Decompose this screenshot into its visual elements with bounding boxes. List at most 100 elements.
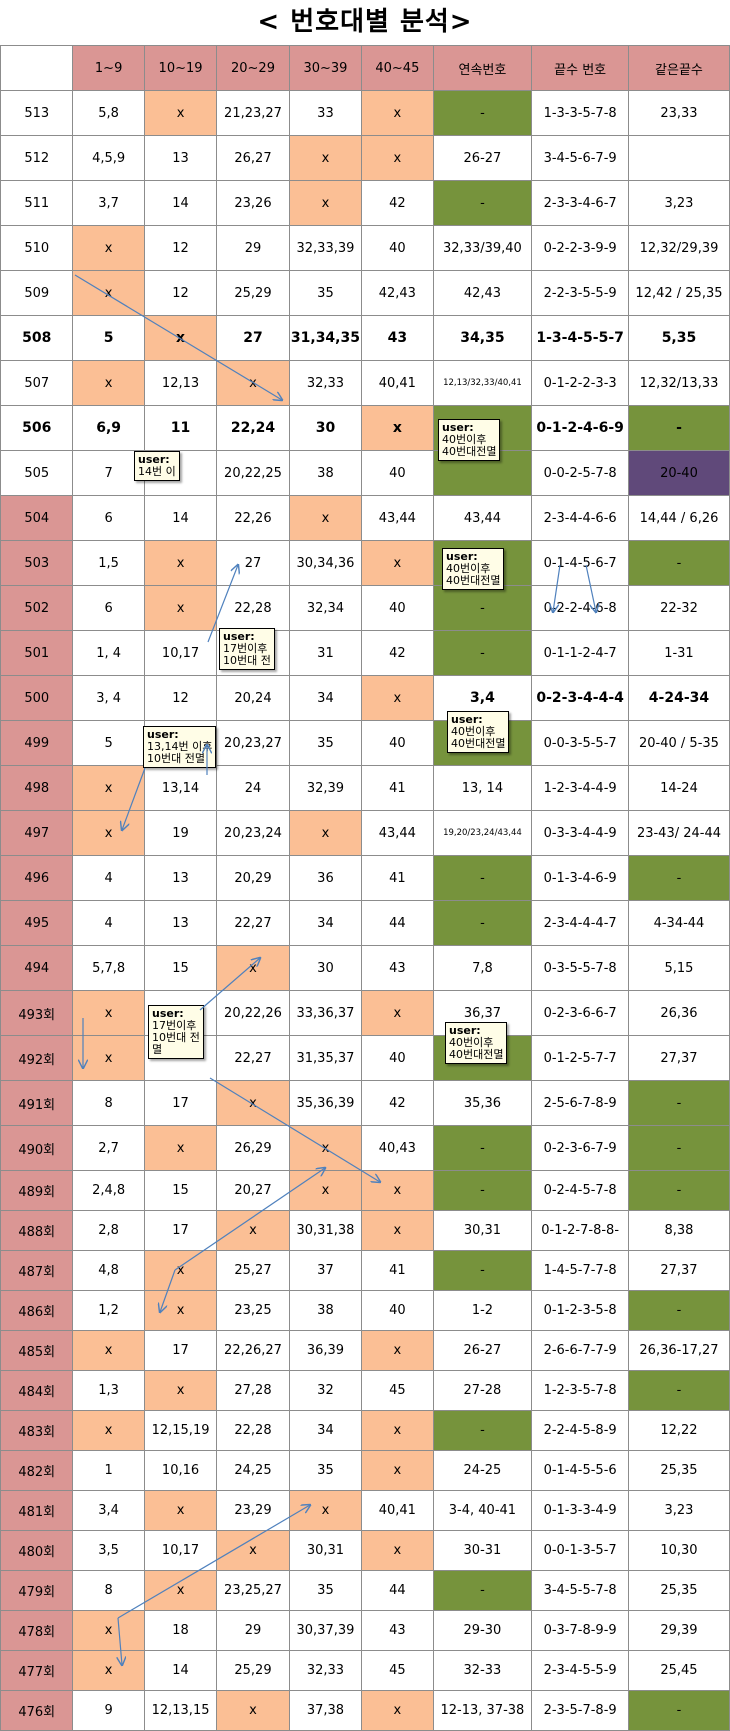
table-cell: 34 — [288, 1410, 363, 1451]
comment-note[interactable]: user: 40번이후 40번대전멸 — [447, 711, 510, 753]
table-cell: 25,45 — [627, 1650, 730, 1691]
draw-number-cell: 503 — [0, 540, 74, 586]
table-cell: 15 — [143, 945, 218, 991]
table-cell: - — [432, 1410, 533, 1451]
table-cell: 2-2-4-5-8-9 — [531, 1410, 629, 1451]
comment-note[interactable]: user: 13,14번 이후 10번대 전멸 — [143, 726, 217, 768]
table-cell: 38 — [288, 450, 363, 496]
table-cell: x — [361, 405, 434, 451]
draw-number-cell: 510 — [0, 225, 74, 271]
table-cell: x — [361, 1450, 434, 1491]
table-cell: 12-13, 37-38 — [432, 1690, 533, 1731]
table-cell: 3,4 — [72, 1490, 145, 1531]
table-cell: 25,35 — [627, 1570, 730, 1611]
table-cell: 26,29 — [216, 1125, 290, 1171]
table-cell: 42,43 — [361, 270, 434, 316]
table-cell: x — [72, 360, 145, 406]
table-cell: 45 — [361, 1370, 434, 1411]
table-cell: 38 — [288, 1290, 363, 1331]
table-cell: 32,39 — [288, 765, 363, 811]
table-cell: 2-3-5-7-8-9 — [531, 1690, 629, 1731]
table-cell: 27 — [216, 540, 290, 586]
table-cell: 29,39 — [627, 1610, 730, 1651]
table-cell: x — [288, 1490, 363, 1531]
table-cell: 1-3-4-5-5-7 — [531, 315, 629, 361]
table-row: 509 x 12 25,29 35 42,43 42,43 2-2-3-5-5-9 12,42 … — [0, 270, 730, 316]
table-cell: x — [143, 1125, 218, 1171]
table-cell: 12,22 — [627, 1410, 730, 1451]
table-cell: 1, 4 — [72, 630, 145, 676]
table-cell: x — [361, 1170, 434, 1211]
table-cell: x — [72, 1410, 145, 1451]
table-cell: 26,36-17,27 — [627, 1330, 730, 1371]
table-cell: 20-40 / 5-35 — [627, 720, 730, 766]
table-cell: 30 — [288, 945, 363, 991]
table-cell: 10,17 — [143, 630, 218, 676]
table-row: 486회 1,2 x 23,25 38 40 1-2 0-1-2-3-5-8- — [0, 1290, 730, 1331]
table-cell: - — [627, 855, 730, 901]
table-cell: 19,20/23,24/43,44 — [432, 810, 533, 856]
table-cell: 0-2-4-5-7-8 — [531, 1170, 629, 1211]
column-header: 40~45 — [361, 45, 434, 91]
table-cell: 25,29 — [216, 270, 290, 316]
table-cell: 42 — [361, 180, 434, 226]
draw-number-cell: 500 — [0, 675, 74, 721]
table-cell: x — [361, 1690, 434, 1731]
table-cell: x — [72, 990, 145, 1036]
comment-text: 13,14번 이후 — [147, 740, 213, 753]
table-cell: 27,28 — [216, 1370, 290, 1411]
table-cell: 32,33/39,40 — [432, 225, 533, 271]
table-cell: 8 — [72, 1570, 145, 1611]
table-row: 512 4,5,9 13 26,27 x x 26-27 3-4-5-6-7-9 — [0, 135, 730, 181]
table-cell: - — [432, 90, 533, 136]
table-cell: 31,35,37 — [288, 1035, 363, 1081]
draw-number-cell: 478회 — [0, 1610, 74, 1651]
table-cell: 27,37 — [627, 1035, 730, 1081]
table-cell: x — [361, 1410, 434, 1451]
table-cell: 4-34-44 — [627, 900, 730, 946]
draw-number-cell: 509 — [0, 270, 74, 316]
table-cell: 22-32 — [627, 585, 730, 631]
table-row: 497 x 19 20,23,24 x 43,44 19,20/23,24/43,44 0-3… — [0, 810, 730, 856]
draw-number-cell: 506 — [0, 405, 74, 451]
table-cell: 4 — [72, 900, 145, 946]
table-cell: 40 — [361, 1290, 434, 1331]
comment-note[interactable]: user: 14번 이 — [134, 451, 180, 481]
column-header: 같은끝수 — [627, 45, 730, 91]
table-cell: - — [432, 585, 533, 631]
draw-number-cell: 488회 — [0, 1210, 74, 1251]
table-cell: 0-2-3-4-4-4 — [531, 675, 629, 721]
table-cell: 5,15 — [627, 945, 730, 991]
table-row: 485회 x 17 22,26,27 36,39 x 26-27 2-6-6-7-7-9 26,… — [0, 1330, 730, 1371]
comment-text: 멸 — [152, 1043, 163, 1056]
table-cell: 31 — [288, 630, 363, 676]
table-cell: 35,36 — [432, 1080, 533, 1126]
table-cell: 25,27 — [216, 1250, 290, 1291]
header-row: 1~9 10~19 20~29 30~39 40~45 연속번호 끝수 번호 같은끝수 — [0, 45, 730, 91]
table-cell: 1,5 — [72, 540, 145, 586]
comment-note[interactable]: user: 40번이후 40번대전멸 — [445, 1022, 508, 1064]
table-row: 490회 2,7 x 26,29 x 40,43-0-2-3-6-7-9- — [0, 1125, 730, 1171]
table-cell: 0-3-5-5-7-8 — [531, 945, 629, 991]
column-header — [0, 45, 74, 91]
draw-number-cell: 504 — [0, 495, 74, 541]
column-header: 연속번호 — [432, 45, 533, 91]
comment-note[interactable]: user: 40번이후 40번대전멸 — [442, 548, 505, 590]
draw-number-cell: 498 — [0, 765, 74, 811]
table-cell: 13, 14 — [432, 765, 533, 811]
table-cell: 0-2-2-3-9-9 — [531, 225, 629, 271]
table-row: 502 6 x 22,28 32,34 40-0-2-2-4-6-8 22-32 — [0, 585, 730, 631]
table-cell: 0-1-2-4-6-9 — [531, 405, 629, 451]
table-cell: 20,22,26 — [216, 990, 290, 1036]
table-cell: 4,5,9 — [72, 135, 145, 181]
table-cell: 37,38 — [288, 1690, 363, 1731]
table-cell: 41 — [361, 1250, 434, 1291]
comment-note[interactable]: user: 17번이후 10번대 전 — [219, 628, 275, 670]
table-cell: 2-6-6-7-7-9 — [531, 1330, 629, 1371]
table-cell: 6 — [72, 495, 145, 541]
table-cell: 42,43 — [432, 270, 533, 316]
table-cell: - — [432, 855, 533, 901]
table-cell: 11 — [143, 405, 218, 451]
comment-note[interactable]: user: 40번이후 40번대전멸 — [438, 419, 501, 461]
